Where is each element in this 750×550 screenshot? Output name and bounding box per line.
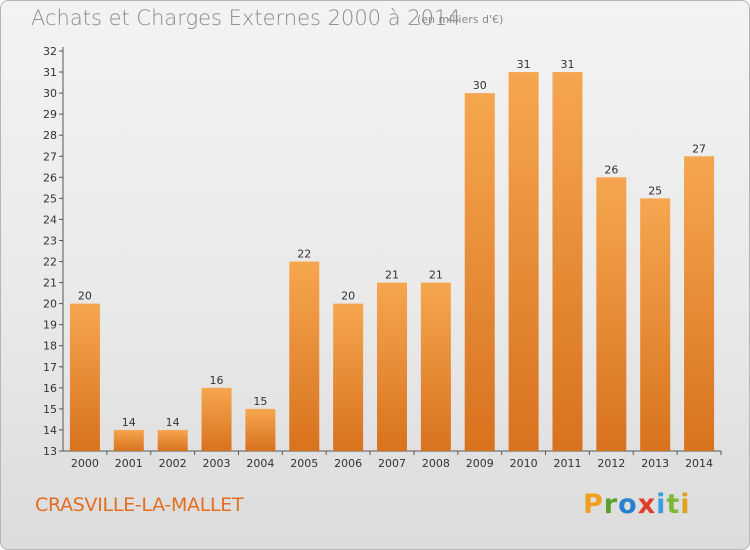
bar-value-label: 20 xyxy=(341,290,355,303)
commune-name: CRASVILLE-LA-MALLET xyxy=(35,494,244,516)
y-tick-label: 18 xyxy=(43,340,57,353)
bar xyxy=(640,198,671,451)
bar-value-label: 31 xyxy=(560,58,574,71)
bar-value-label: 16 xyxy=(210,374,224,387)
bar xyxy=(552,72,583,451)
chart-axes: 13 14 15 16 17 18 19 20 21 22 23 24 25 26 27 28 29 30 31 32… xyxy=(43,45,722,470)
bar-value-label: 21 xyxy=(385,269,399,282)
x-tick-label: 2004 xyxy=(246,457,274,470)
x-tick-label: 2002 xyxy=(159,457,187,470)
bar-value-label: 27 xyxy=(692,142,706,155)
bar-value-label: 25 xyxy=(648,184,662,197)
logo-letter: r xyxy=(603,489,619,520)
chart-value-labels: 20 14 14 16 15 22 20 21 21 30 31 31 26 25 27 xyxy=(78,58,706,429)
y-tick-label: 15 xyxy=(43,403,57,416)
y-tick-label: 22 xyxy=(43,256,57,269)
logo-letter: o xyxy=(618,489,638,520)
x-tick-label: 2010 xyxy=(510,457,538,470)
bar xyxy=(201,387,232,451)
proxiti-logo: Proxiti xyxy=(583,489,691,520)
x-tick-label: 2014 xyxy=(685,457,713,470)
logo-letter: P xyxy=(583,489,604,520)
bar xyxy=(464,93,495,452)
y-tick-label: 20 xyxy=(43,298,57,311)
y-tick-label: 16 xyxy=(43,382,57,395)
bar xyxy=(113,429,144,451)
chart-bars xyxy=(69,72,715,452)
bar-value-label: 31 xyxy=(517,58,531,71)
x-tick-label: 2000 xyxy=(71,457,99,470)
y-tick-label: 29 xyxy=(43,108,57,121)
bar-value-label: 30 xyxy=(473,79,487,92)
y-tick-label: 19 xyxy=(43,319,57,332)
bar xyxy=(684,156,715,451)
y-tick-label: 23 xyxy=(43,234,57,247)
x-tick-label: 2011 xyxy=(553,457,581,470)
bar xyxy=(377,282,407,451)
bar-value-label: 26 xyxy=(604,163,618,176)
bar xyxy=(69,303,100,451)
logo-letter: x xyxy=(637,489,657,520)
bar-value-label: 14 xyxy=(122,416,136,429)
bar xyxy=(420,282,451,451)
x-tick-label: 2003 xyxy=(203,457,231,470)
x-tick-label: 2012 xyxy=(597,457,625,470)
y-tick-label: 32 xyxy=(43,45,57,58)
y-tick-label: 14 xyxy=(43,424,57,437)
y-tick-label: 17 xyxy=(43,361,57,374)
bar xyxy=(596,177,627,451)
x-tick-label: 2005 xyxy=(290,457,318,470)
bar-value-label: 22 xyxy=(297,248,311,261)
bar xyxy=(333,303,364,451)
y-tick-label: 31 xyxy=(43,66,57,79)
bar xyxy=(508,72,539,451)
x-tick-label: 2008 xyxy=(422,457,450,470)
y-tick-label: 27 xyxy=(43,150,57,163)
y-tick-label: 26 xyxy=(43,171,57,184)
x-tick-label: 2013 xyxy=(641,457,669,470)
bar xyxy=(289,261,320,451)
x-tick-label: 2001 xyxy=(115,457,143,470)
bar xyxy=(157,429,188,451)
bar xyxy=(245,408,276,451)
y-tick-label: 25 xyxy=(43,192,57,205)
x-tick-label: 2007 xyxy=(378,457,406,470)
bar-value-label: 20 xyxy=(78,290,92,303)
logo-letter: i xyxy=(680,489,691,520)
y-tick-label: 28 xyxy=(43,129,57,142)
x-tick-label: 2006 xyxy=(334,457,362,470)
logo-letter: i xyxy=(656,489,667,520)
logo-letter: t xyxy=(666,489,681,520)
bar-value-label: 14 xyxy=(166,416,180,429)
x-tick-label: 2009 xyxy=(466,457,494,470)
y-tick-label: 13 xyxy=(43,445,57,458)
bar-value-label: 15 xyxy=(253,395,267,408)
chart-unit: (en milliers d'€) xyxy=(417,13,504,26)
y-tick-label: 24 xyxy=(43,213,57,226)
bar-value-label: 21 xyxy=(429,269,443,282)
y-tick-label: 30 xyxy=(43,87,57,100)
chart-title: Achats et Charges Externes 2000 à 2014 xyxy=(31,6,461,30)
y-tick-label: 21 xyxy=(43,277,57,290)
